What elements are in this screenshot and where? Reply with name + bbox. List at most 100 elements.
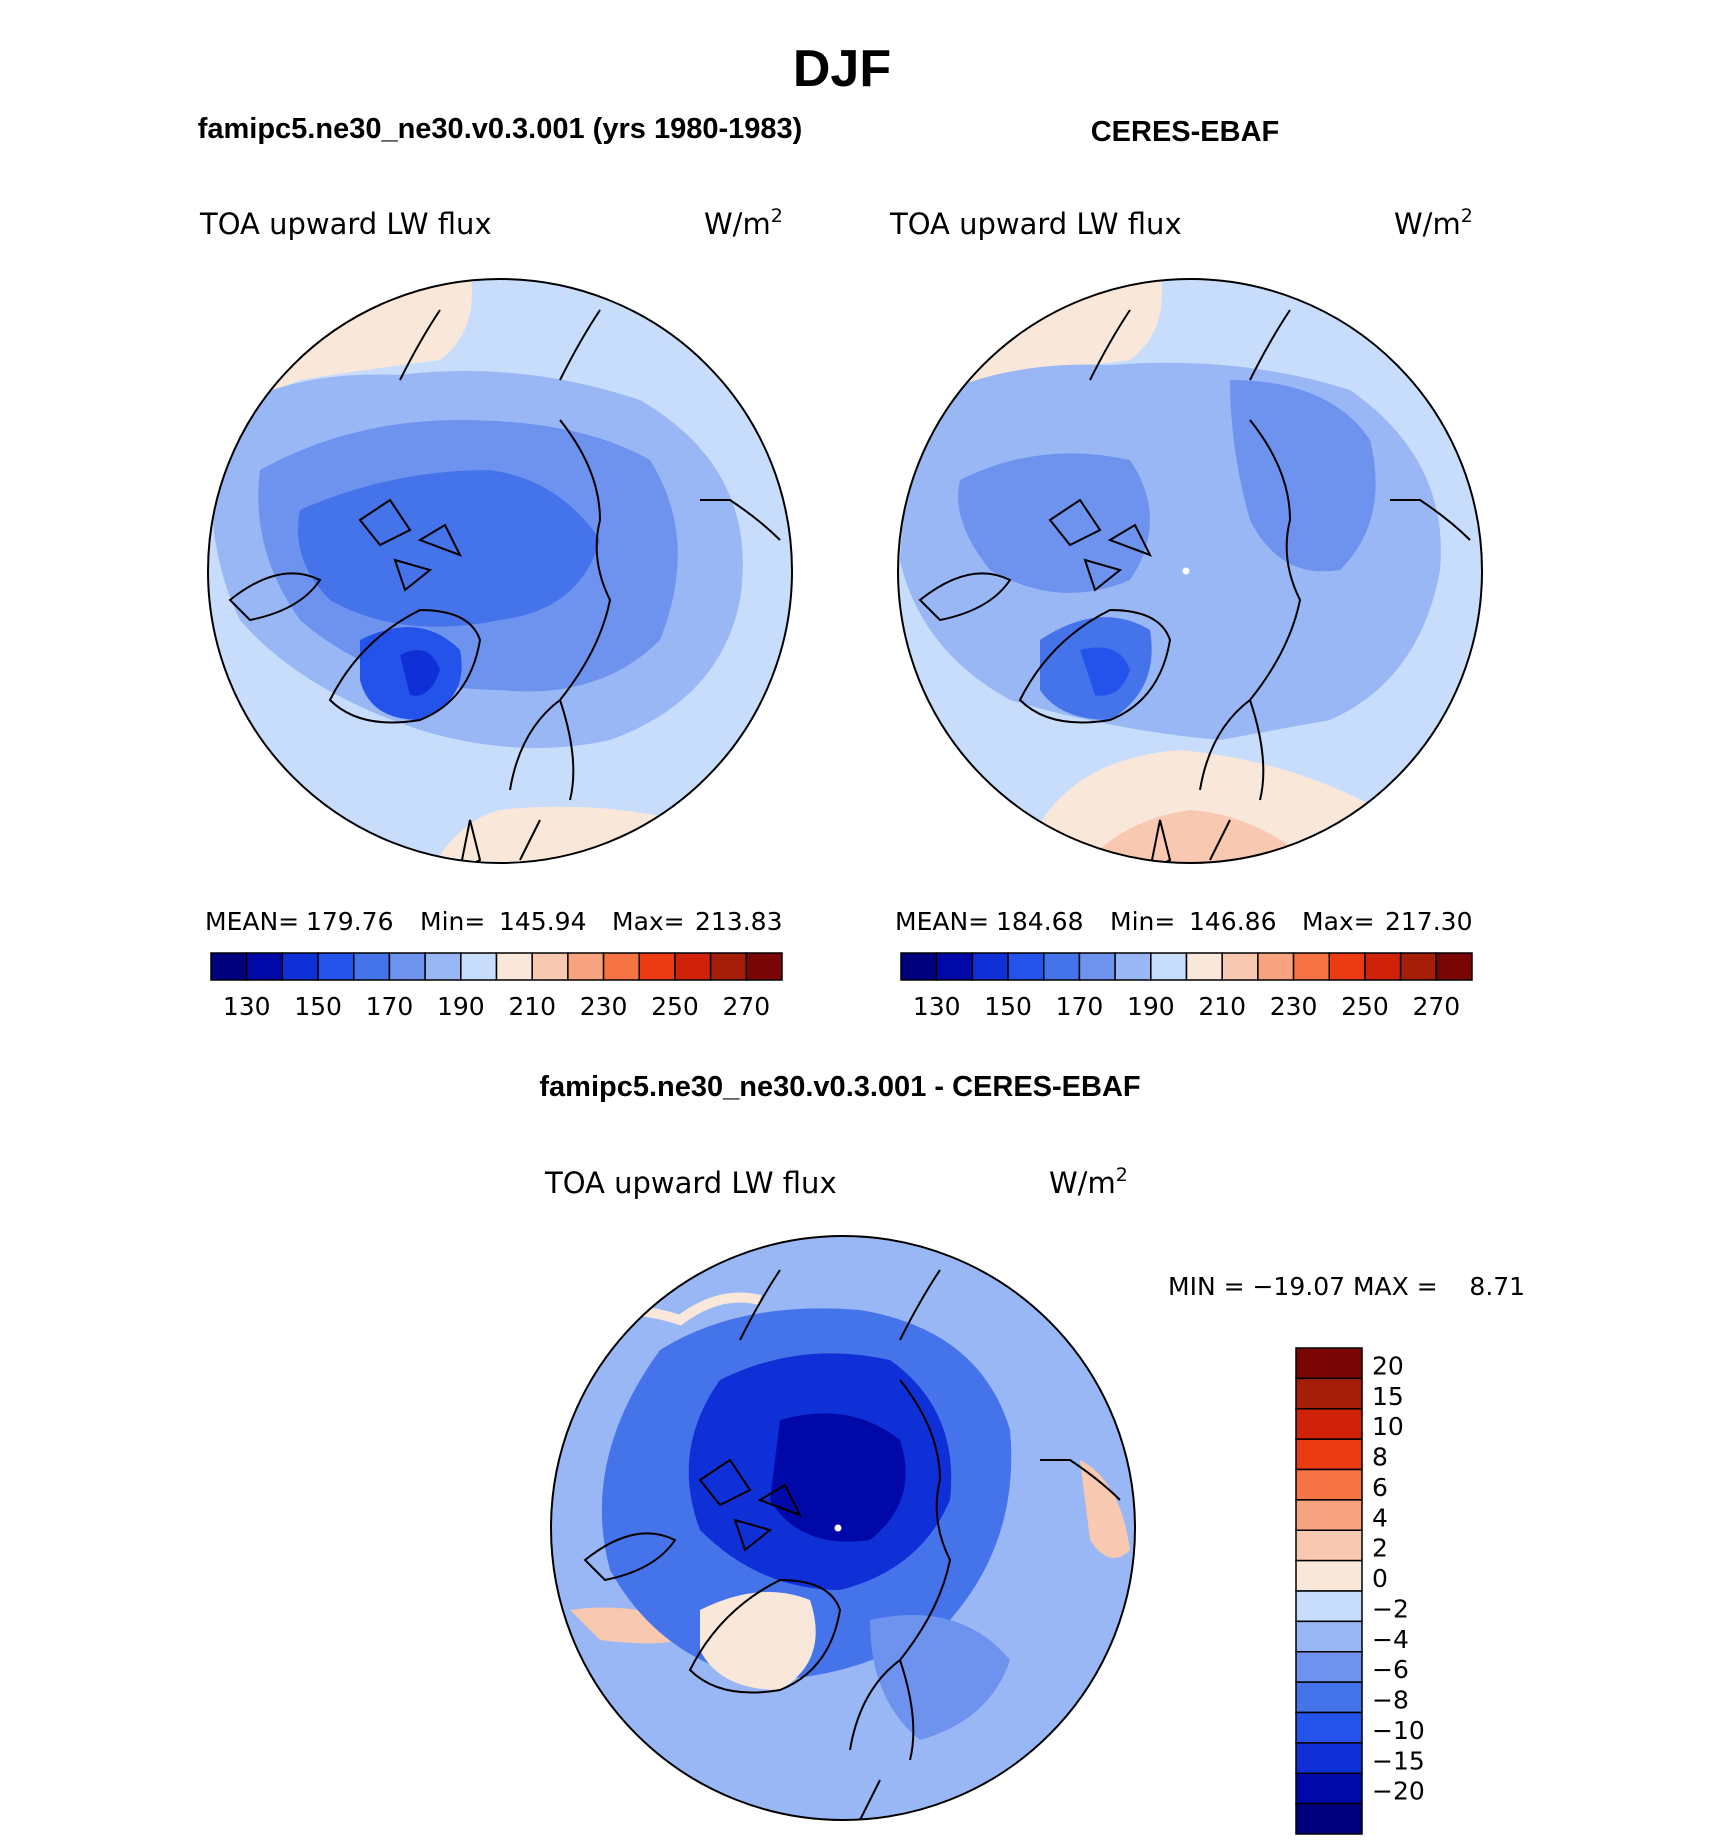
colorbar-box	[1292, 952, 1330, 981]
map-boundary	[897, 278, 1483, 864]
colorbar-box	[353, 952, 391, 981]
colorbar-box	[1295, 1711, 1363, 1744]
stat-max-label: Max=	[612, 907, 685, 936]
stat-max-label: Max=	[1302, 907, 1375, 936]
colorbar-tick-label: −8	[1372, 1686, 1409, 1715]
colorbar-box	[1295, 1742, 1363, 1774]
colorbar-box	[245, 952, 284, 981]
field-region-min	[1080, 647, 1130, 696]
north-pole-marker	[834, 1524, 842, 1532]
polar-map-diff	[550, 1235, 1136, 1821]
colorbar-tick-label: 15	[1372, 1382, 1404, 1411]
colorbar-tick-label: 130	[913, 992, 961, 1021]
field-region-min	[770, 1413, 906, 1542]
colorbar-tick-label: −20	[1372, 1777, 1425, 1806]
colorbar-box	[281, 952, 319, 981]
field-region-lower	[298, 470, 600, 627]
field-region-warm	[1080, 1460, 1130, 1558]
colorbar-tick-label: 150	[984, 992, 1032, 1021]
colorbar-box	[1150, 952, 1188, 981]
colorbar-box	[1295, 1559, 1363, 1592]
colorbar-box	[388, 952, 426, 981]
stats-diff: MIN = −19.07 MAX = 8.71	[1168, 1272, 1525, 1301]
colorbar-box	[210, 952, 248, 981]
polar-map-model	[207, 278, 793, 864]
colorbar-box	[1295, 1438, 1363, 1471]
colorbar-box	[1295, 1590, 1363, 1623]
units-label-model: W/m2	[704, 205, 783, 241]
colorbar-tick-label: −6	[1372, 1655, 1409, 1684]
field-region-low	[958, 453, 1150, 593]
colorbar-tick-label: 190	[437, 992, 485, 1021]
stat-min-value: 146.86	[1189, 907, 1276, 936]
colorbar-tick-label: 250	[1341, 992, 1389, 1021]
map-boundary	[550, 1235, 1136, 1821]
colorbar-tick-label: 20	[1372, 1351, 1404, 1380]
stat-mean-label: MEAN=	[895, 907, 989, 936]
stat-max-value: 213.83	[695, 907, 782, 936]
colorbar-box	[1328, 952, 1366, 981]
colorbar-box	[567, 952, 605, 981]
colorbar-tick-label: 8	[1372, 1443, 1388, 1472]
colorbar-box	[1295, 1772, 1363, 1805]
colorbar-box	[424, 952, 462, 981]
colorbar-box	[1295, 1499, 1363, 1531]
colorbar-tick-label: −4	[1372, 1625, 1409, 1654]
colorbar-tick-label: 250	[651, 992, 699, 1021]
colorbar-box	[1257, 952, 1295, 981]
stats-obs: MEAN= 184.68 Min= 146.86 Max= 217.30	[895, 907, 1472, 936]
stat-min-value: 145.94	[499, 907, 586, 936]
coastlines	[228, 309, 781, 863]
colorbar-obs: 130 150 170 190 210 230 250 270	[900, 952, 1473, 1021]
colorbar-tick-label: 230	[580, 992, 628, 1021]
colorbar-box	[1221, 952, 1259, 981]
variable-label-model: TOA upward LW flux	[199, 207, 492, 241]
stat-min-label: Min=	[1110, 907, 1175, 936]
colorbar-box	[674, 952, 712, 981]
colorbar-box	[1364, 952, 1402, 981]
field-region-low	[1230, 380, 1376, 572]
colorbar-box	[1295, 1468, 1363, 1501]
variable-label-obs: TOA upward LW flux	[889, 207, 1182, 241]
colorbar-box	[317, 952, 355, 981]
colorbar-tick-label: 2	[1372, 1534, 1388, 1563]
units-label-diff: W/m2	[1049, 1164, 1128, 1200]
colorbar-box	[709, 952, 748, 981]
stat-mean-label: MEAN=	[205, 907, 299, 936]
colorbar-tick-label: 270	[1412, 992, 1460, 1021]
colorbar-box	[900, 952, 938, 981]
colorbar-tick-label: 230	[1270, 992, 1318, 1021]
colorbar-box	[1295, 1377, 1363, 1410]
coastlines	[583, 1269, 1121, 1820]
polar-map-obs	[897, 278, 1483, 864]
panel-title-diff: famipc5.ne30_ne30.v0.3.001 - CERES-EBAF	[539, 1071, 1140, 1103]
colorbar-box	[1043, 952, 1081, 981]
colorbar-tick-label: 210	[1198, 992, 1246, 1021]
stat-mean-value: 184.68	[996, 907, 1083, 936]
colorbar-box	[1078, 952, 1116, 981]
colorbar-box	[1295, 1620, 1363, 1653]
colorbar-box	[1295, 1802, 1363, 1835]
colorbar-box	[1435, 952, 1473, 981]
colorbar-tick-label: 130	[223, 992, 271, 1021]
panel-title-model: famipc5.ne30_ne30.v0.3.001 (yrs 1980-198…	[198, 113, 803, 145]
colorbar-box	[1114, 952, 1152, 981]
colorbar-box	[935, 952, 974, 981]
panel-title-obs: CERES-EBAF	[1091, 116, 1280, 148]
colorbar-box	[531, 952, 569, 981]
colorbar-box	[1295, 1681, 1363, 1714]
colorbar-tick-label: 170	[1056, 992, 1104, 1021]
colorbar-box	[971, 952, 1009, 981]
stat-mean-value: 179.76	[306, 907, 393, 936]
colorbar-tick-label: −10	[1372, 1716, 1425, 1745]
colorbar-tick-label: 210	[508, 992, 556, 1021]
figure-title: DJF	[793, 40, 891, 98]
colorbar-tick-label: 4	[1372, 1503, 1388, 1532]
colorbar-box	[745, 952, 783, 981]
colorbar-box	[602, 952, 640, 981]
colorbar-box	[1399, 952, 1438, 981]
colorbar-box	[1295, 1529, 1363, 1562]
units-label-obs: W/m2	[1394, 205, 1473, 241]
